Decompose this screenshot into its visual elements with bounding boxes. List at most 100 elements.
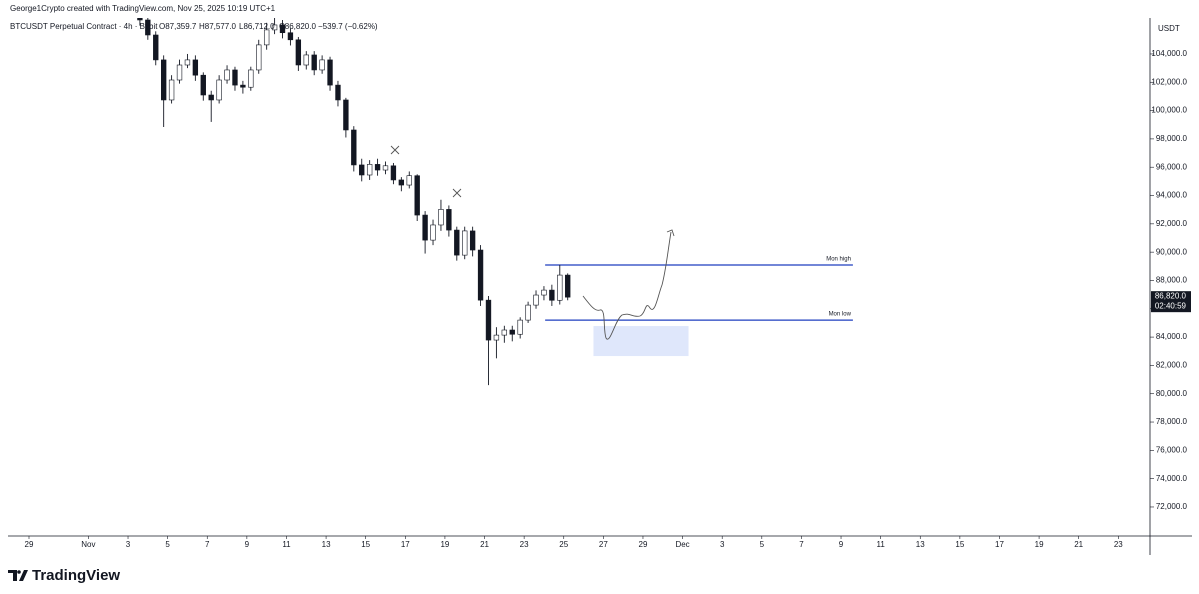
y-tick-label: 102,000.0 (1151, 77, 1187, 86)
candle-body (271, 24, 278, 31)
y-tick-label: 84,000.0 (1156, 332, 1188, 341)
candle-body (557, 274, 563, 301)
candle-body (327, 59, 333, 86)
candle-body (366, 164, 373, 176)
candle-body (533, 294, 539, 306)
brand: TradingView (32, 567, 120, 584)
y-tick-label: 78,000.0 (1156, 417, 1188, 426)
x-tick-label: 21 (480, 540, 489, 549)
credit: George1Crypto created with TradingView.c… (10, 4, 276, 13)
x-tick-label: 7 (205, 540, 210, 549)
candle-body (398, 179, 405, 186)
candle-body (200, 74, 206, 96)
candle-body (390, 165, 397, 181)
candle-body (430, 224, 436, 241)
candle-body (153, 34, 159, 61)
candle-body (446, 209, 452, 231)
y-tick-label: 94,000.0 (1156, 191, 1188, 200)
candle-body (208, 94, 214, 101)
ohlc-low: L86,712.0 (239, 22, 275, 31)
candle-body (145, 19, 151, 36)
candle-body (279, 24, 286, 34)
x-tick-label: 3 (720, 540, 725, 549)
x-tick-label: 23 (520, 540, 529, 549)
candle-body (240, 84, 246, 88)
candle-body (422, 214, 428, 241)
candle-body (295, 39, 302, 66)
y-tick-label: 88,000.0 (1156, 276, 1188, 285)
projection-path (582, 231, 672, 340)
candle-body (351, 129, 357, 166)
candle-body (382, 165, 389, 171)
x-tick-label: 17 (995, 540, 1004, 549)
candle-body (414, 175, 420, 216)
y-tick-label: 104,000.0 (1151, 49, 1187, 58)
candle-body (493, 334, 500, 341)
y-tick-label: 98,000.0 (1156, 134, 1188, 143)
y-tick-label: 72,000.0 (1156, 502, 1188, 511)
x-tick-label: 29 (25, 540, 34, 549)
candle-body (216, 79, 222, 101)
candle-body (232, 69, 238, 86)
candle-body (454, 229, 460, 256)
candle-body (462, 230, 468, 256)
candle-body (438, 209, 444, 226)
candle-body (343, 99, 349, 131)
plot-area (137, 18, 853, 386)
x-tick-label: 23 (1114, 540, 1123, 549)
candle-body (303, 54, 309, 66)
y-tick-label: 96,000.0 (1156, 162, 1188, 171)
x-tick-label: 11 (876, 540, 885, 549)
x-tick-label: 9 (245, 540, 250, 549)
x-tick-label: 25 (559, 540, 568, 549)
y-tick-label: 82,000.0 (1156, 361, 1188, 370)
candle-body (525, 304, 531, 321)
ohlc-open: O87,359.7 (159, 22, 197, 31)
x-tick-label: 15 (361, 540, 370, 549)
candle-body (335, 84, 341, 101)
candle-body (359, 164, 365, 176)
candle-body (485, 299, 492, 341)
candle-body (287, 32, 294, 41)
level-label: Mon high (826, 257, 851, 263)
candle-body (406, 175, 412, 186)
cross-mark (390, 145, 400, 155)
x-tick-label: 21 (1074, 540, 1083, 549)
x-tick-label: 7 (799, 540, 804, 549)
candle-body (517, 319, 523, 335)
candle-body (549, 289, 555, 301)
candle-body (176, 64, 183, 81)
level-label: Mon low (829, 312, 852, 318)
candle-body (192, 59, 199, 76)
x-tick-label: 29 (639, 540, 648, 549)
x-tick-label: 19 (1035, 540, 1044, 549)
x-tick-label: Dec (675, 540, 689, 549)
y-tick-label: 100,000.0 (1151, 106, 1187, 115)
countdown-label: 02:40:59 (1155, 301, 1187, 310)
candle-body (565, 274, 571, 298)
x-tick-label: 19 (440, 540, 449, 549)
candle-body (168, 79, 175, 101)
x-tick-label: 5 (760, 540, 765, 549)
y-tick-label: 74,000.0 (1156, 474, 1188, 483)
x-tick-label: 15 (955, 540, 964, 549)
candle-body (184, 59, 191, 66)
x-tick-label: 11 (282, 540, 291, 549)
logo: TradingView (8, 567, 120, 584)
candle-body (541, 289, 547, 296)
candle-body (477, 249, 484, 301)
candle-body (374, 164, 381, 171)
candle-body (263, 29, 270, 46)
cross-mark (452, 188, 462, 198)
candle-body (137, 18, 143, 21)
y-tick-label: 80,000.0 (1156, 389, 1188, 398)
x-tick-label: 17 (401, 540, 410, 549)
candle-body (256, 44, 262, 71)
candle-body (319, 59, 325, 71)
symbol: BTCUSDT Perpetual Contract · 4h · Bybit (10, 22, 158, 31)
projection-arrow (666, 229, 675, 237)
candle-body (469, 230, 476, 251)
candle-body (160, 59, 167, 101)
